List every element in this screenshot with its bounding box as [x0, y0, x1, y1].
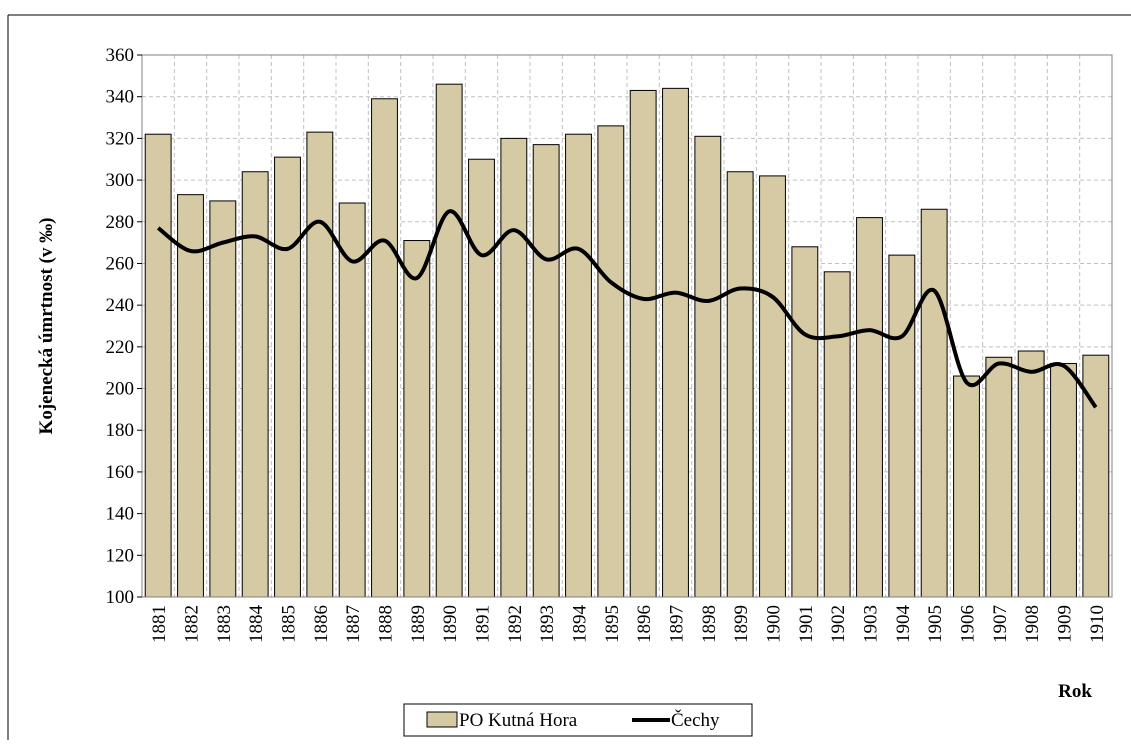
x-tick-label: 1899	[731, 605, 752, 643]
bar	[338, 202, 366, 598]
x-tick-label: 1901	[796, 605, 817, 643]
y-tick-label: 340	[106, 87, 135, 108]
plot-border	[141, 54, 1113, 598]
x-tick-label: 1886	[311, 605, 332, 643]
bar	[597, 125, 625, 598]
x-tick-label: 1881	[149, 605, 170, 643]
bar	[629, 89, 657, 598]
x-tick-label: 1882	[182, 605, 203, 643]
bar	[791, 246, 819, 598]
x-axis-label: Rok	[1058, 681, 1092, 702]
y-tick-label: 360	[106, 45, 135, 66]
bar	[500, 137, 528, 598]
y-tick-label: 140	[106, 504, 135, 525]
x-tick-label: 1909	[1055, 605, 1076, 643]
y-tick-label: 280	[106, 212, 135, 233]
x-tick-label: 1891	[473, 605, 494, 643]
y-tick-label: 300	[106, 170, 135, 191]
bar	[468, 158, 495, 598]
bar	[726, 171, 754, 598]
legend-box	[403, 703, 753, 737]
x-tick-label: 1888	[376, 605, 397, 643]
bar	[759, 175, 786, 598]
y-tick-label: 120	[106, 545, 135, 566]
bar	[888, 254, 916, 598]
bar	[371, 98, 398, 598]
x-tick-label: 1896	[634, 605, 655, 643]
x-tick-label: 1904	[893, 605, 914, 644]
y-tick-label: 220	[106, 337, 135, 358]
bar	[953, 375, 980, 598]
marks	[144, 83, 1110, 598]
bar	[306, 131, 334, 598]
bar	[823, 271, 851, 598]
x-tick-label: 1887	[343, 605, 364, 643]
y-tick-label: 180	[106, 420, 135, 441]
x-tick-label: 1906	[958, 605, 979, 643]
bar	[662, 87, 689, 598]
x-tick-label: 1885	[279, 605, 300, 643]
bar	[177, 194, 204, 598]
x-tick-label: 1907	[990, 605, 1011, 643]
x-tick-label: 1884	[246, 605, 267, 644]
x-tick-label: 1905	[925, 605, 946, 643]
y-tick-label: 320	[106, 128, 135, 149]
y-tick-label: 160	[106, 462, 135, 483]
bar	[403, 240, 431, 598]
x-tick-label: 1910	[1087, 605, 1108, 643]
bar	[532, 144, 560, 598]
x-tick-label: 1894	[570, 605, 591, 644]
y-axis-label: Kojenecká úmrtnost (v ‰)	[36, 218, 57, 435]
bar	[565, 133, 592, 598]
bar	[209, 200, 237, 598]
bar	[985, 356, 1013, 598]
x-tick-label: 1900	[764, 605, 785, 643]
x-tick-label: 1890	[440, 605, 461, 643]
x-tick-label: 1893	[537, 605, 558, 643]
x-tick-label: 1903	[861, 605, 882, 643]
bar	[1017, 350, 1045, 598]
legend-swatch-bar	[426, 711, 458, 728]
x-tick-label: 1892	[505, 605, 526, 643]
y-tick-label: 100	[106, 587, 135, 608]
legend-label: PO Kutná Hora	[459, 710, 578, 731]
y-tick-label: 240	[106, 295, 135, 316]
x-tick-label: 1895	[602, 605, 623, 643]
y-tick-label: 260	[106, 253, 135, 274]
bar	[920, 208, 948, 598]
bar	[694, 135, 722, 598]
x-tick-label: 1908	[1022, 605, 1043, 643]
bar	[1050, 363, 1077, 598]
x-tick-label: 1889	[408, 605, 429, 643]
legend-label: Čechy	[671, 709, 720, 731]
bar	[144, 133, 172, 598]
x-tick-label: 1897	[667, 605, 688, 643]
x-tick-label: 1902	[828, 605, 849, 643]
x-tick-label: 1883	[214, 605, 235, 643]
bar	[856, 217, 883, 598]
line	[156, 209, 1098, 409]
bar	[435, 83, 463, 598]
bar	[274, 156, 301, 598]
x-tick-label: 1898	[699, 605, 720, 643]
y-tick-label: 200	[106, 379, 135, 400]
